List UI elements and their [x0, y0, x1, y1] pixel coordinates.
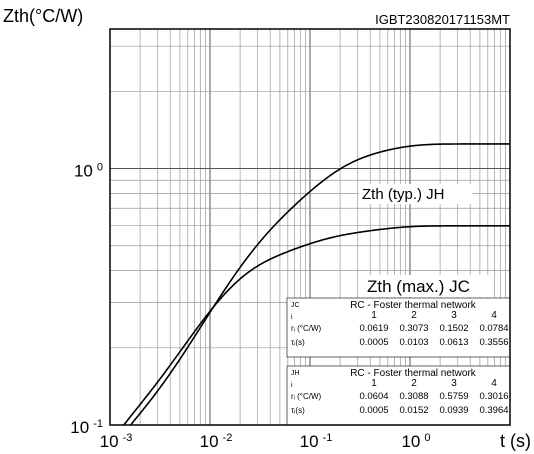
y-axis-label: Zth(°C/W) [3, 6, 83, 26]
table-col-header: 2 [411, 310, 417, 321]
x-tick-label: 10 -1 [300, 432, 333, 451]
y-tick-label: 10 0 [74, 162, 103, 181]
table-col-header: 4 [491, 310, 497, 321]
series-labels: Zth (typ.) JH Zth (max.) JC [359, 184, 492, 297]
table-cell: 0.0005 [359, 337, 388, 348]
table-col-header: 1 [371, 378, 377, 389]
series-label-bg [364, 275, 492, 297]
table-index-label: i [291, 314, 293, 321]
table-index-label: i [291, 382, 293, 389]
foster-tables: JC RC - Foster thermal network i 1 2 3 4 rᵢ (°C… [286, 297, 511, 426]
x-tick-label: 10 -3 [100, 432, 133, 451]
table-title: RC - Foster thermal network [350, 368, 477, 379]
table-cell: 0.5759 [439, 391, 468, 402]
table-title: RC - Foster thermal network [350, 300, 477, 311]
series-line-typ-jh [129, 143, 510, 425]
x-tick-label: 10 0 [401, 432, 430, 451]
table-row-label: τᵢ(s) [291, 338, 305, 347]
table-cell: 0.0604 [359, 391, 388, 402]
table-cell: 0.3964 [479, 405, 508, 416]
series-label-bg [359, 184, 473, 204]
table-row-label: τᵢ(s) [291, 406, 305, 415]
table-cell: 0.0619 [359, 323, 388, 334]
plot-frame [109, 28, 511, 426]
table-cell: 0.3073 [399, 323, 428, 334]
table-cell: 0.3088 [399, 391, 428, 402]
table-cell: 0.3556 [479, 337, 508, 348]
series-line-max-jc [122, 225, 510, 425]
table-col-header: 3 [451, 378, 457, 389]
table-cell: 0.3016 [479, 391, 508, 402]
table-cell: 0.0103 [399, 337, 428, 348]
table-row-label: rᵢ (°C/W) [291, 392, 322, 401]
table-col-header: 1 [371, 310, 377, 321]
x-axis-label: t (s) [500, 431, 531, 451]
chart-code: IGBT230820171153MT [375, 12, 510, 27]
table-cell: 0.0613 [439, 337, 468, 348]
table-cell: 0.1502 [439, 323, 468, 334]
y-tick-label: 10 -1 [70, 418, 103, 437]
table-col-header: 2 [411, 378, 417, 389]
table-cell: 0.0152 [399, 405, 428, 416]
table-col-header: 4 [491, 378, 497, 389]
curves [122, 143, 510, 425]
x-tick-label: 10 -2 [200, 432, 233, 451]
series-label: Zth (max.) JC [367, 277, 470, 296]
table-tag: JC [291, 302, 300, 309]
table-box [286, 365, 511, 426]
table-row-label: rᵢ (°C/W) [291, 324, 322, 333]
foster-table-jh: JH RC - Foster thermal network i 1 2 3 4 rᵢ (°C… [286, 365, 511, 426]
foster-table-jc: JC RC - Foster thermal network i 1 2 3 4 rᵢ (°C… [286, 297, 511, 358]
table-cell: 0.0784 [479, 323, 508, 334]
x-tick-labels: 10 -3 10 -2 10 -1 10 0 [100, 432, 431, 451]
table-tag: JH [291, 370, 300, 377]
table-box [286, 297, 511, 358]
series-label: Zth (typ.) JH [362, 186, 445, 203]
table-cell: 0.0939 [439, 405, 468, 416]
table-cell: 0.0005 [359, 405, 388, 416]
table-col-header: 3 [451, 310, 457, 321]
